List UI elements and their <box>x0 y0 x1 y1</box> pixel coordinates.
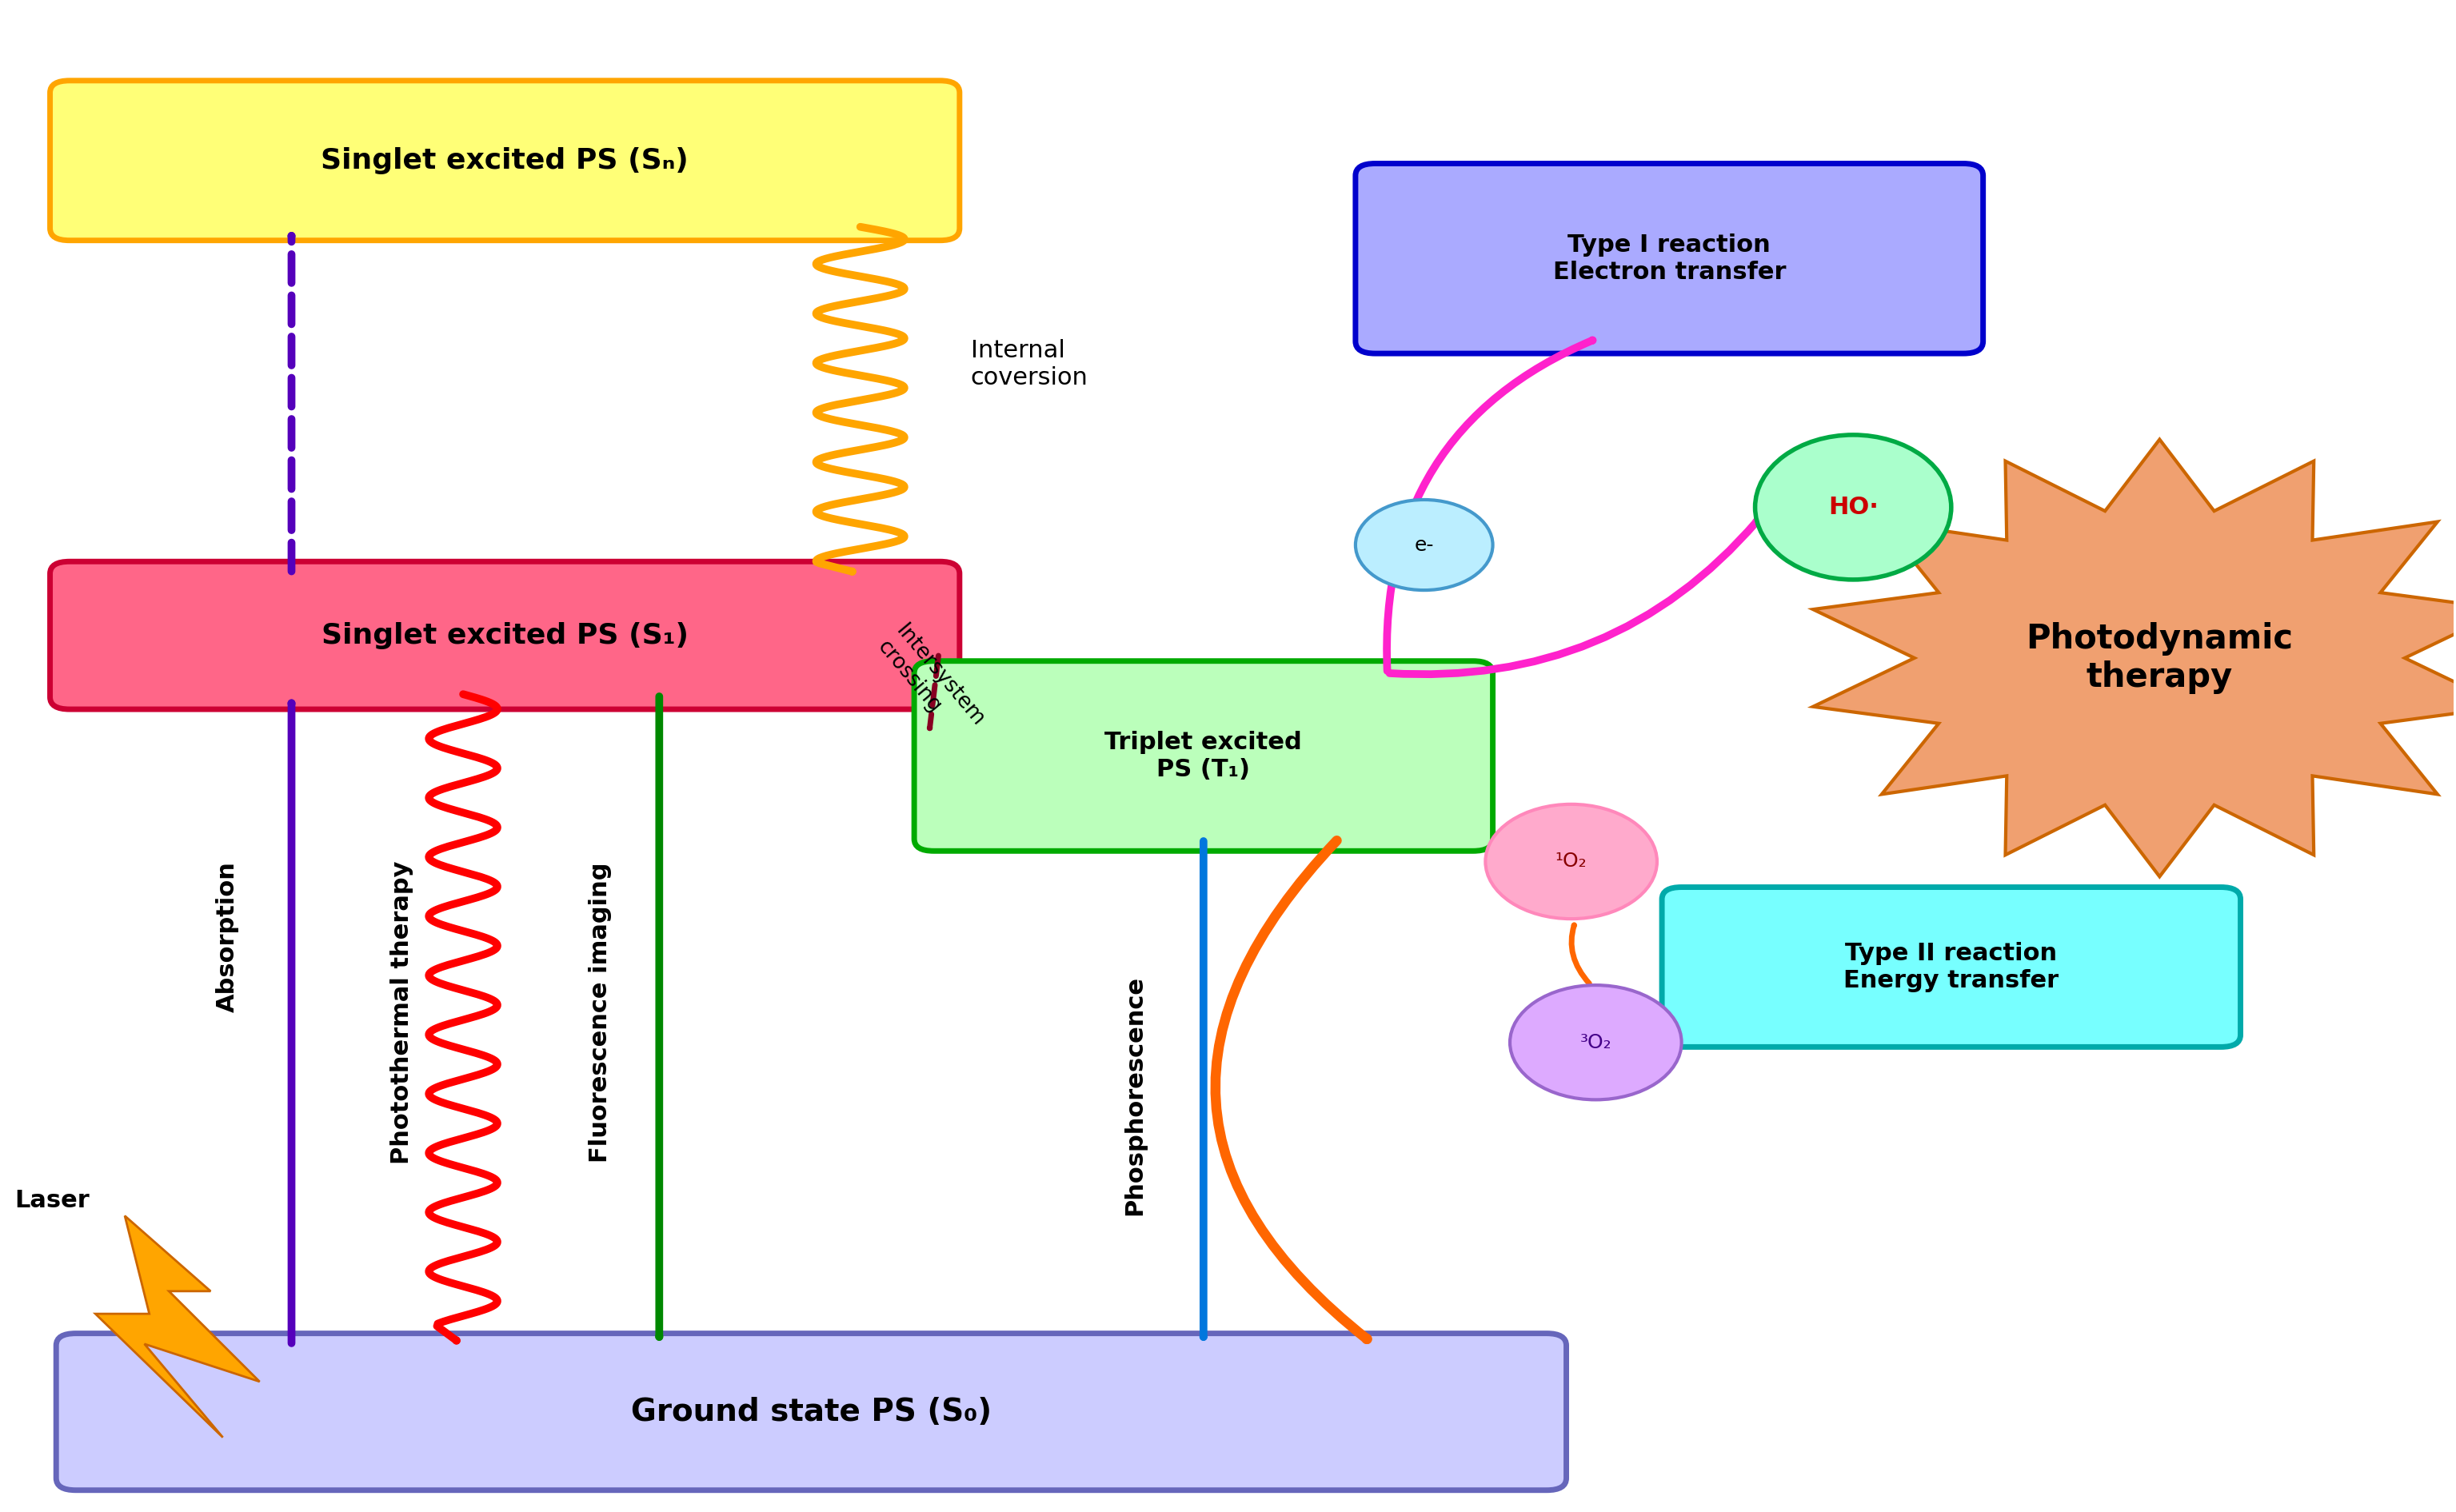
FancyBboxPatch shape <box>49 561 960 709</box>
Text: Ground state PS (S₀): Ground state PS (S₀) <box>631 1397 992 1427</box>
Text: Type I reaction
Electron transfer: Type I reaction Electron transfer <box>1552 233 1786 284</box>
Text: HO·: HO· <box>1827 496 1879 519</box>
Text: Singlet excited PS (Sₙ): Singlet excited PS (Sₙ) <box>322 147 688 174</box>
Text: Photodynamic
therapy: Photodynamic therapy <box>2026 621 2294 694</box>
Text: Fluorescence imaging: Fluorescence imaging <box>589 862 612 1163</box>
Text: ³O₂: ³O₂ <box>1579 1033 1611 1052</box>
FancyBboxPatch shape <box>1663 888 2240 1046</box>
Ellipse shape <box>1510 986 1682 1099</box>
Ellipse shape <box>1756 435 1950 579</box>
Polygon shape <box>1813 440 2456 877</box>
Text: Intersystem
crossing: Intersystem crossing <box>872 621 987 747</box>
Text: Triplet excited
PS (T₁): Triplet excited PS (T₁) <box>1105 730 1302 782</box>
Text: Phosphorescence: Phosphorescence <box>1122 975 1147 1216</box>
Text: Type II reaction
Energy transfer: Type II reaction Energy transfer <box>1844 942 2058 992</box>
Text: Internal
coversion: Internal coversion <box>970 339 1088 389</box>
FancyBboxPatch shape <box>1356 163 1982 354</box>
Text: e-: e- <box>1415 535 1434 555</box>
Text: Absorption: Absorption <box>216 862 238 1013</box>
Ellipse shape <box>1486 804 1658 919</box>
Text: Singlet excited PS (S₁): Singlet excited PS (S₁) <box>322 621 688 649</box>
FancyBboxPatch shape <box>56 1334 1567 1491</box>
FancyBboxPatch shape <box>49 80 960 240</box>
FancyBboxPatch shape <box>914 661 1493 851</box>
Ellipse shape <box>1356 499 1493 590</box>
Text: Photothermal therapy: Photothermal therapy <box>391 860 413 1164</box>
Text: ¹O₂: ¹O₂ <box>1555 851 1587 871</box>
Polygon shape <box>96 1216 260 1438</box>
Text: Laser: Laser <box>15 1188 88 1213</box>
